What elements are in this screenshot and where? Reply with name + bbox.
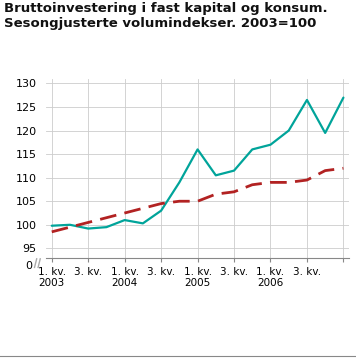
Text: 0: 0 bbox=[26, 261, 33, 271]
Text: Bruttoinvestering i fast kapital og konsum.
Sesongjusterte volumindekser. 2003=1: Bruttoinvestering i fast kapital og kons… bbox=[4, 2, 327, 30]
